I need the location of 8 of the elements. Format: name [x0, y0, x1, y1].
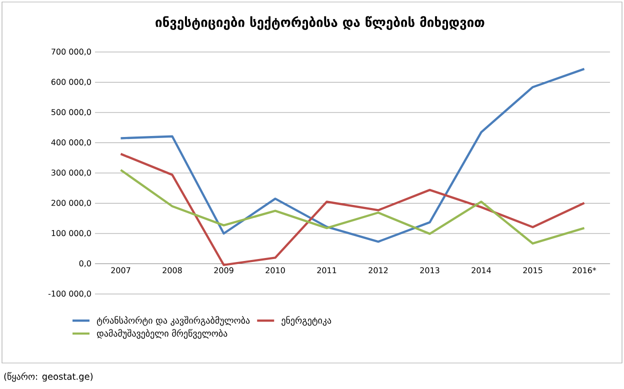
legend-label: ტრანსპორტი და კავშირგაბმულობა [96, 316, 250, 326]
line-series [120, 168, 586, 245]
chart-title: ინვესტიციები სექტორებისა და წლების მიხედვით [156, 16, 484, 30]
text: (წყარო: geostat.ge) [4, 372, 93, 382]
line-series [120, 152, 586, 266]
legend-label: დამამუშავებელი მრეწველობა [97, 329, 228, 339]
legend-label: ენერგეტიკა [282, 316, 332, 326]
line-series [120, 68, 586, 243]
